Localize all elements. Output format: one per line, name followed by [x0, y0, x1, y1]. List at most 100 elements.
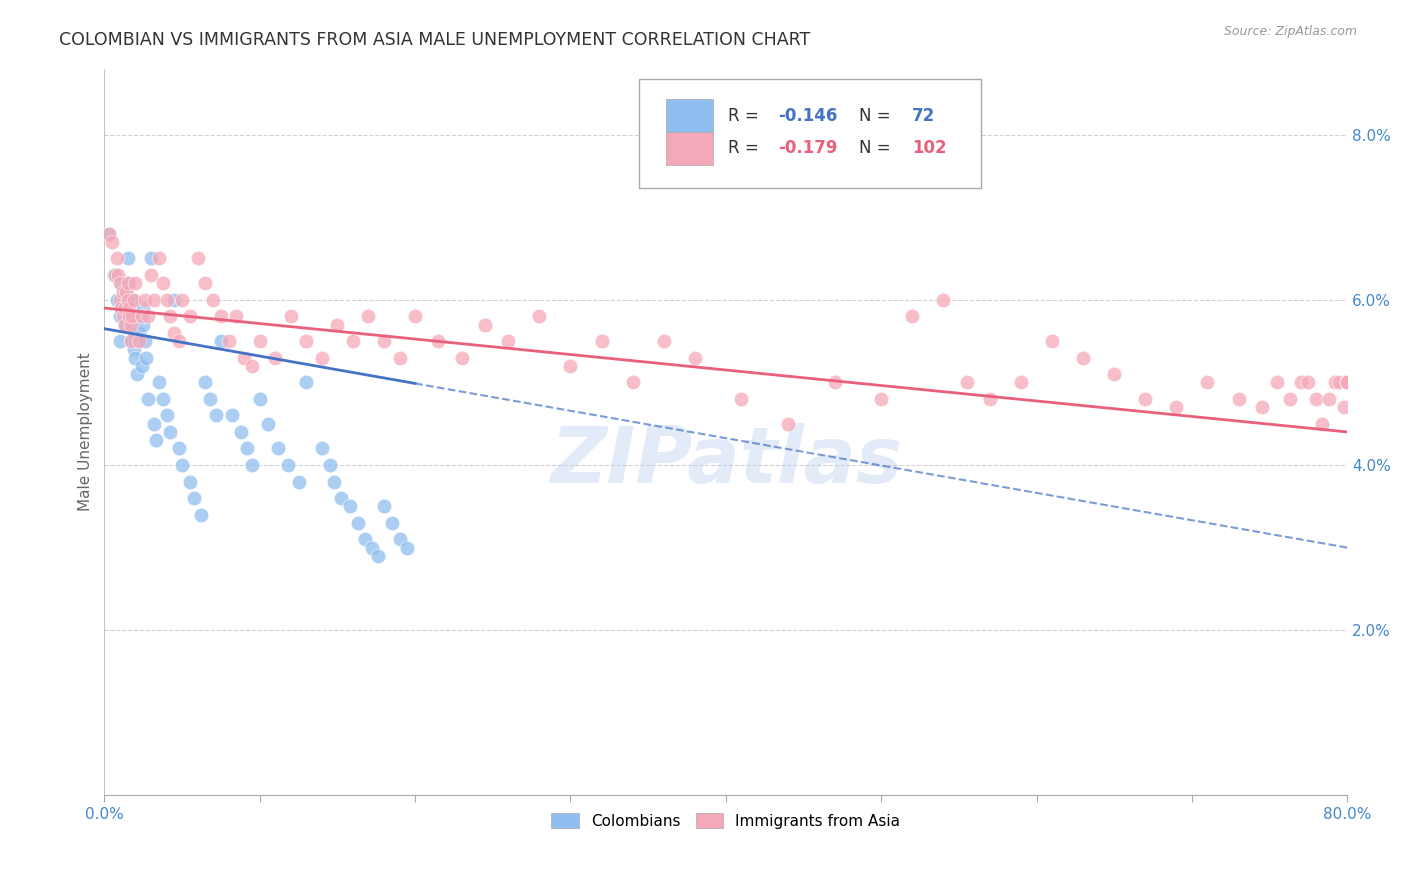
- Point: [111, 285, 134, 299]
- Point: [621, 376, 644, 390]
- Point: [560, 359, 582, 373]
- Point: [1250, 400, 1272, 414]
- Point: [1333, 400, 1355, 414]
- Point: [1135, 392, 1157, 406]
- Point: [170, 293, 193, 307]
- Point: [131, 310, 153, 324]
- Y-axis label: Male Unemployment: Male Unemployment: [79, 352, 93, 511]
- Point: [143, 293, 166, 307]
- Point: [118, 293, 141, 307]
- Point: [103, 268, 125, 282]
- Point: [1267, 376, 1289, 390]
- Point: [148, 376, 170, 390]
- Point: [122, 343, 145, 357]
- Point: [128, 310, 150, 324]
- Point: [179, 310, 201, 324]
- Point: [979, 392, 1001, 406]
- Point: [202, 293, 225, 307]
- Point: [105, 293, 128, 307]
- Text: R =: R =: [728, 139, 765, 158]
- Point: [183, 491, 205, 505]
- Point: [122, 326, 145, 340]
- Point: [373, 500, 395, 514]
- Point: [388, 351, 411, 365]
- Point: [1071, 351, 1094, 365]
- Point: [134, 293, 156, 307]
- Point: [190, 508, 212, 522]
- Point: [326, 318, 349, 332]
- Point: [652, 334, 675, 348]
- Point: [120, 318, 142, 332]
- Text: R =: R =: [728, 107, 765, 125]
- Point: [730, 392, 752, 406]
- Point: [1317, 392, 1340, 406]
- Text: -0.179: -0.179: [778, 139, 838, 158]
- Point: [115, 285, 138, 299]
- Point: [117, 293, 139, 307]
- Point: [105, 252, 128, 266]
- Point: [388, 533, 411, 547]
- Point: [218, 334, 240, 348]
- Point: [1336, 376, 1358, 390]
- Point: [295, 334, 318, 348]
- Point: [342, 334, 364, 348]
- Point: [118, 277, 141, 291]
- Point: [373, 334, 395, 348]
- Point: [125, 367, 148, 381]
- Point: [128, 326, 150, 340]
- Point: [1102, 367, 1125, 381]
- Point: [225, 310, 247, 324]
- Point: [124, 334, 146, 348]
- Point: [110, 301, 132, 315]
- Point: [256, 417, 278, 431]
- Point: [236, 442, 259, 456]
- Point: [114, 301, 136, 315]
- Point: [155, 293, 177, 307]
- Point: [143, 417, 166, 431]
- Point: [159, 310, 181, 324]
- Point: [187, 252, 209, 266]
- Point: [135, 351, 157, 365]
- Point: [360, 541, 382, 555]
- Point: [108, 277, 131, 291]
- Point: [318, 458, 340, 472]
- Point: [339, 500, 361, 514]
- Point: [124, 351, 146, 365]
- Point: [1298, 376, 1320, 390]
- Point: [1040, 334, 1063, 348]
- Point: [110, 277, 132, 291]
- Point: [120, 334, 142, 348]
- Point: [115, 285, 138, 299]
- Point: [108, 334, 131, 348]
- Point: [163, 326, 186, 340]
- Point: [323, 475, 346, 489]
- Point: [427, 334, 450, 348]
- Point: [1197, 376, 1219, 390]
- Point: [117, 252, 139, 266]
- Point: [354, 533, 377, 547]
- Point: [1329, 376, 1351, 390]
- Point: [198, 392, 221, 406]
- Text: N =: N =: [859, 139, 896, 158]
- Point: [101, 235, 124, 249]
- Point: [111, 310, 134, 324]
- Point: [249, 334, 271, 348]
- Point: [591, 334, 613, 348]
- Point: [98, 227, 121, 241]
- Point: [249, 392, 271, 406]
- Point: [396, 541, 419, 555]
- Point: [117, 310, 139, 324]
- Point: [956, 376, 979, 390]
- Point: [1336, 376, 1358, 390]
- Point: [474, 318, 496, 332]
- Point: [498, 334, 520, 348]
- Point: [111, 293, 134, 307]
- Point: [229, 425, 252, 439]
- Point: [148, 252, 170, 266]
- Point: [901, 310, 924, 324]
- Point: [131, 359, 153, 373]
- FancyBboxPatch shape: [666, 99, 713, 132]
- Point: [194, 277, 217, 291]
- Point: [870, 392, 893, 406]
- Legend: Colombians, Immigrants from Asia: Colombians, Immigrants from Asia: [546, 807, 907, 835]
